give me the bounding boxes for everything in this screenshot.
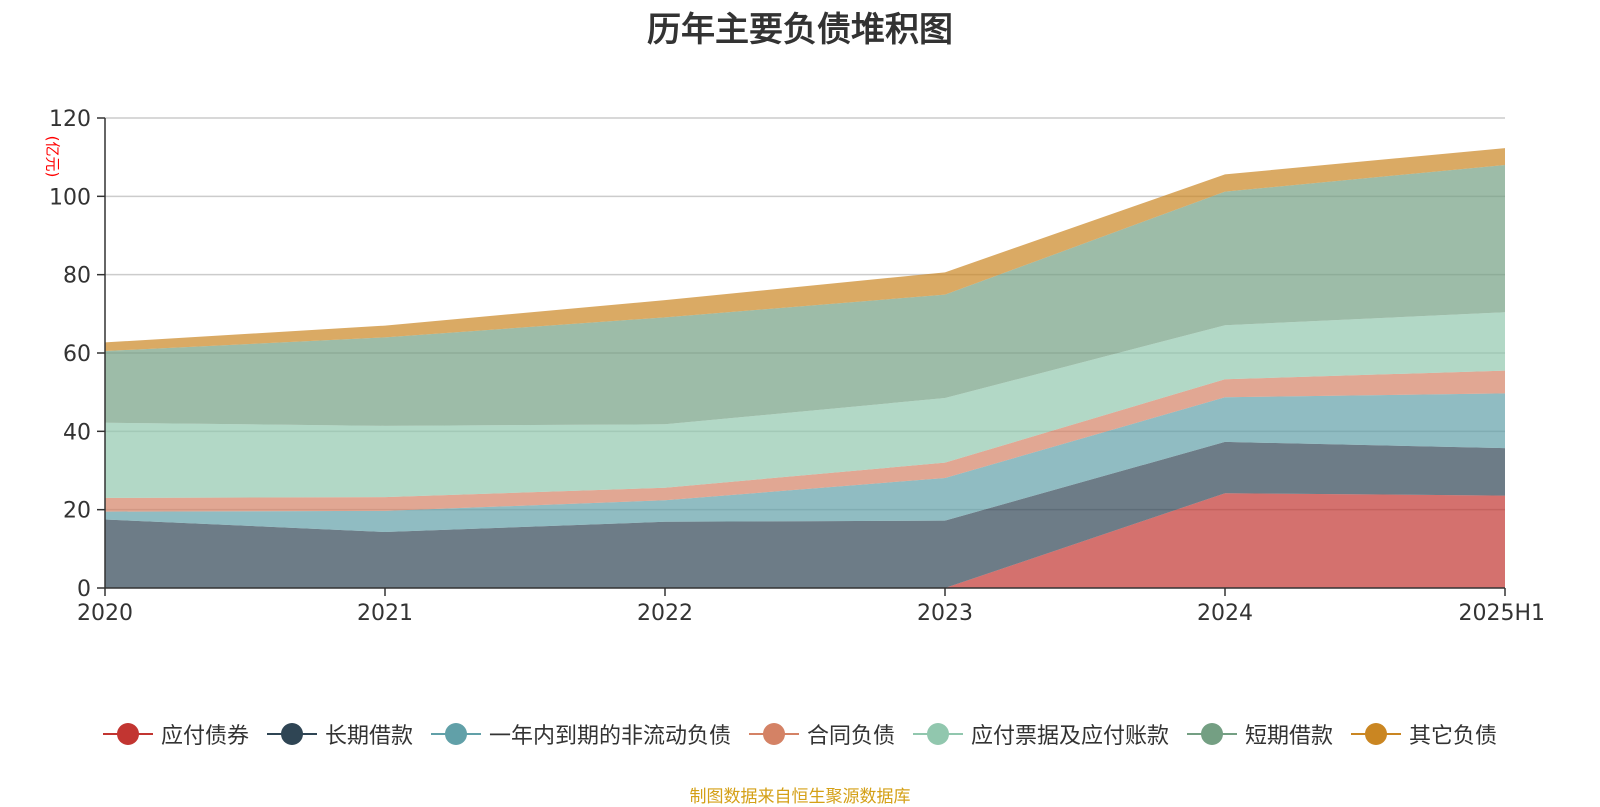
y-tick-label: 100 bbox=[49, 185, 91, 210]
area-series-5 bbox=[105, 165, 1505, 426]
legend-item-2[interactable]: 一年内到期的非流动负债 bbox=[430, 718, 731, 750]
area-series-3 bbox=[105, 370, 1505, 512]
area-series bbox=[105, 148, 1505, 588]
area-series-1 bbox=[105, 441, 1505, 588]
legend-item-5[interactable]: 短期借款 bbox=[1187, 718, 1333, 750]
y-tick-label: 0 bbox=[77, 577, 91, 602]
x-tick-labels: 2020 2021 2022 2023 2024 2025H1 bbox=[77, 588, 1545, 626]
chart-title: 历年主要负债堆积图 bbox=[647, 10, 953, 50]
legend-label: 一年内到期的非流动负债 bbox=[488, 724, 731, 749]
stacked-area-chart: 0 20 40 60 80 100 120 2020 2021 2022 2023 2024 2025… bbox=[49, 107, 1545, 626]
legend-marker-icon bbox=[102, 722, 153, 746]
x-tick-label: 2022 bbox=[637, 601, 693, 626]
x-tick-label: 2021 bbox=[357, 601, 413, 626]
area-series-0 bbox=[105, 493, 1505, 588]
y-tick-label: 80 bbox=[63, 264, 91, 289]
legend-label: 短期借款 bbox=[1245, 724, 1334, 749]
area-series-6 bbox=[105, 148, 1505, 352]
y-tick-label: 120 bbox=[49, 107, 91, 132]
x-tick-label: 2023 bbox=[917, 601, 973, 626]
legend-item-1[interactable]: 长期借款 bbox=[266, 718, 413, 750]
legend-marker-icon bbox=[913, 722, 963, 746]
area-series-4 bbox=[105, 312, 1505, 498]
legend-item-6[interactable]: 其它负债 bbox=[1351, 718, 1497, 750]
y-tick-label: 20 bbox=[63, 499, 91, 524]
legend-item-0[interactable]: 应付债券 bbox=[102, 718, 249, 750]
x-tick-label: 2024 bbox=[1197, 601, 1253, 626]
legend-marker-icon bbox=[1187, 722, 1238, 746]
legend-item-4[interactable]: 应付票据及应付账款 bbox=[913, 718, 1169, 750]
legend-label: 长期借款 bbox=[324, 724, 413, 749]
x-tick-label: 2020 bbox=[77, 601, 133, 626]
legend: 应付债券 长期借款 一年内到期的非流动负债 合同负债 应付票据及应付账款 短期借款 其它负债 bbox=[0, 718, 1600, 750]
legend-marker-icon bbox=[748, 722, 799, 746]
x-tick-label: 2025H1 bbox=[1458, 601, 1545, 626]
legend-label: 应付债券 bbox=[160, 724, 249, 749]
legend-label: 应付票据及应付账款 bbox=[971, 724, 1170, 749]
data-source-note: 制图数据来自恒生聚源数据库 bbox=[689, 787, 911, 807]
legend-label: 其它负债 bbox=[1409, 724, 1498, 749]
y-tick-label: 40 bbox=[63, 420, 91, 445]
legend-item-3[interactable]: 合同负债 bbox=[748, 718, 895, 750]
y-tick-label: 60 bbox=[63, 342, 91, 367]
legend-marker-icon bbox=[1351, 722, 1402, 746]
legend-label: 合同负债 bbox=[806, 724, 895, 749]
area-series-2 bbox=[105, 393, 1505, 532]
legend-marker-icon bbox=[430, 722, 481, 746]
legend-marker-icon bbox=[266, 722, 317, 746]
y-tick-labels: 0 20 40 60 80 100 120 bbox=[49, 107, 105, 602]
